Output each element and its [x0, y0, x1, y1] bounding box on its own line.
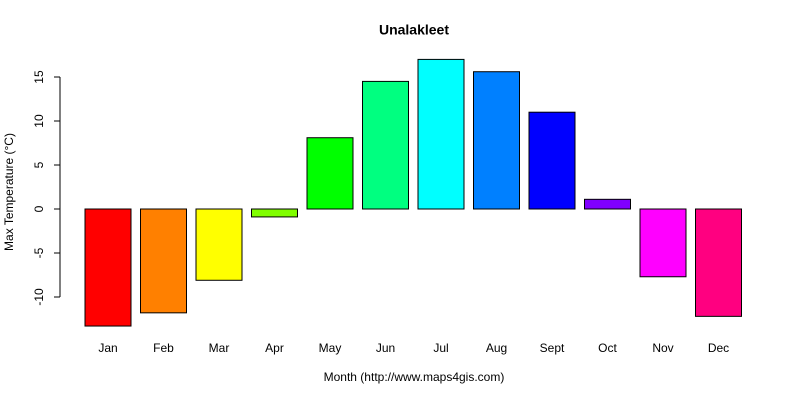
x-tick-label: Jul [433, 341, 448, 355]
y-tick-label: -5 [32, 247, 46, 258]
bar [306, 137, 354, 210]
bar [195, 208, 243, 281]
bar [584, 198, 631, 210]
y-tick-label: 0 [32, 205, 46, 212]
y-tick-label: 15 [32, 70, 46, 84]
y-axis-label: Max Temperature (°C) [2, 133, 16, 251]
bar [639, 208, 687, 278]
bar [417, 58, 465, 210]
bar [140, 208, 187, 314]
x-tick-label: May [319, 341, 342, 355]
x-tick-label: Jan [98, 341, 117, 355]
x-tick-label: Oct [598, 341, 617, 355]
x-tick-label: Dec [708, 341, 729, 355]
bar [473, 71, 520, 210]
x-tick-label: Sept [540, 341, 565, 355]
y-tick-label: -10 [32, 288, 46, 306]
chart-title: Unalakleet [379, 22, 449, 38]
bar [362, 80, 409, 210]
x-tick-label: Mar [209, 341, 230, 355]
bar [84, 208, 132, 327]
bar [528, 111, 576, 210]
x-tick-label: Aug [486, 341, 507, 355]
bar [251, 208, 298, 218]
x-tick-label: Nov [652, 341, 673, 355]
bar [695, 208, 742, 317]
y-tick-label: 5 [32, 161, 46, 168]
x-tick-label: Apr [265, 341, 284, 355]
x-axis-label: Month (http://www.maps4gis.com) [324, 370, 505, 384]
y-tick-label: 10 [32, 114, 46, 128]
x-tick-label: Jun [376, 341, 395, 355]
x-tick-label: Feb [153, 341, 174, 355]
